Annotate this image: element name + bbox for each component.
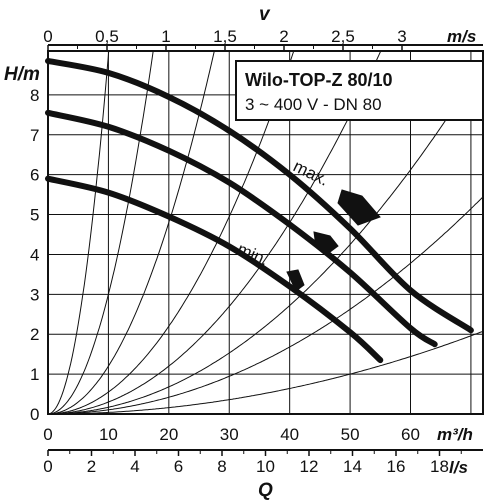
x-tick-label-m3h: 30	[220, 425, 239, 444]
x-tick-label-m3h: 10	[99, 425, 118, 444]
top-tick-label: 2,5	[331, 27, 355, 46]
x-tick-label-ls: 18	[430, 457, 449, 476]
speed-marker-1	[313, 231, 339, 256]
y-tick-label: 5	[30, 206, 39, 225]
x-tick-label-ls: 10	[256, 457, 275, 476]
y-tick-label: 7	[30, 126, 39, 145]
y-tick-label: 0	[30, 405, 39, 424]
top-tick-label: 0	[43, 27, 52, 46]
series-label-min: min.	[234, 239, 271, 269]
top-axis-unit: m/s	[447, 27, 476, 46]
speed-marker-2	[286, 269, 305, 292]
x-tick-label-ls: 12	[300, 457, 319, 476]
chart-subtitle: 3 ~ 400 V - DN 80	[245, 95, 382, 114]
x-tick-label-m3h: 0	[43, 425, 52, 444]
x-tick-label-m3h: 50	[341, 425, 360, 444]
x-tick-label-ls: 14	[343, 457, 362, 476]
top-axis-label: v	[259, 4, 271, 25]
x-tick-label-m3h: 60	[401, 425, 420, 444]
system-curves	[48, 51, 483, 414]
bottom-axis-unit-ls: l/s	[449, 458, 468, 477]
top-tick-label: 3	[397, 27, 406, 46]
y-tick-label: 2	[30, 325, 39, 344]
y-tick-label: 3	[30, 285, 39, 304]
series-curve-mid	[45, 109, 438, 348]
system-curve	[48, 51, 154, 414]
system-curve-group	[48, 51, 483, 414]
bottom-axis-label: Q	[258, 480, 273, 500]
system-curve	[48, 330, 483, 414]
system-curve	[48, 51, 295, 414]
system-curve	[48, 51, 215, 414]
x-tick-label-ls: 4	[130, 457, 139, 476]
speed-marker-0	[337, 189, 381, 226]
system-curve	[48, 51, 382, 414]
series-curve-max	[45, 57, 474, 334]
x-tick-label-m3h: 20	[159, 425, 178, 444]
top-tick-label: 1	[161, 27, 170, 46]
top-tick-label: 0,5	[95, 27, 119, 46]
x-tick-label-ls: 0	[43, 457, 52, 476]
y-tick-label: 8	[30, 86, 39, 105]
title-box	[235, 60, 484, 121]
y-tick-label: 1	[30, 365, 39, 384]
y-tick-label: 4	[30, 245, 39, 264]
system-curve	[48, 51, 110, 414]
x-tick-label-ls: 16	[387, 457, 406, 476]
x-tick-label-ls: 2	[87, 457, 96, 476]
speed-markers	[286, 189, 381, 292]
series-curve-min	[45, 175, 384, 364]
bottom-axis-unit-m3h: m³/h	[437, 425, 473, 444]
chart-title: Wilo-TOP-Z 80/10	[245, 70, 393, 90]
system-curve	[48, 196, 483, 414]
y-axis-label: H/m	[4, 64, 40, 85]
pump-curves	[45, 57, 474, 364]
x-tick-label-ls: 6	[174, 457, 183, 476]
top-tick-label: 2	[279, 27, 288, 46]
x-tick-label-m3h: 40	[280, 425, 299, 444]
top-tick-label: 1,5	[213, 27, 237, 46]
system-curve	[48, 62, 483, 414]
y-tick-label: 6	[30, 166, 39, 185]
plot-frame	[47, 50, 484, 415]
x-tick-label-ls: 8	[217, 457, 226, 476]
